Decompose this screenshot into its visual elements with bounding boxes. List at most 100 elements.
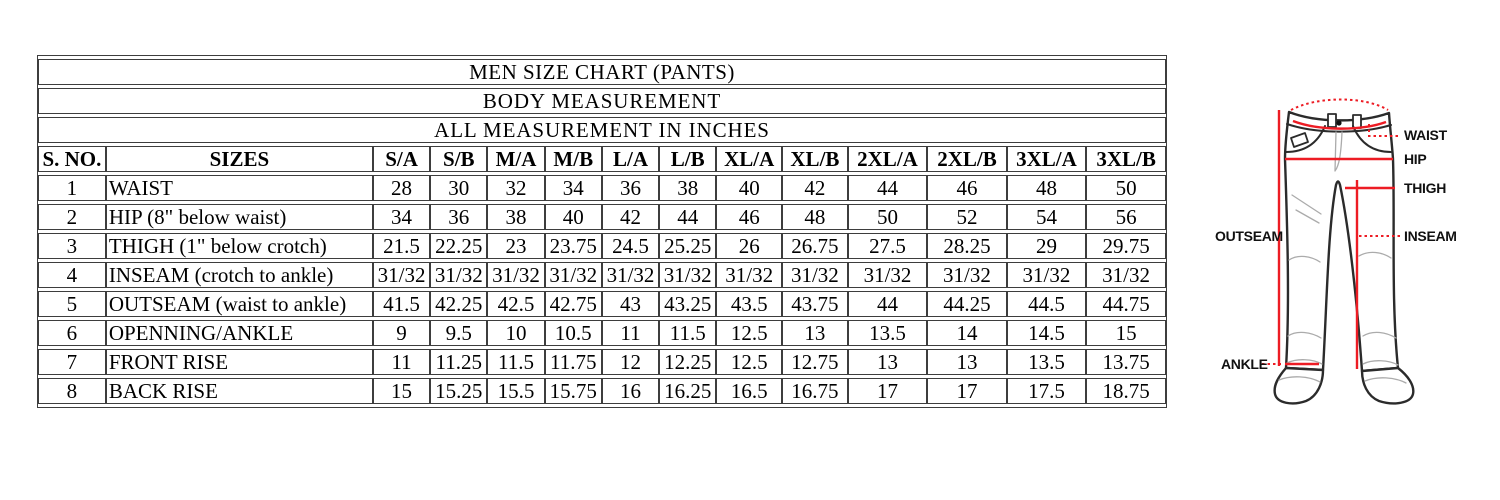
size-value-cell: 31/32 [782,262,848,288]
size-value-cell: 31/32 [927,262,1007,288]
size-value-cell: 17 [927,378,1007,404]
column-header-3xl-a: 3XL/A [1006,146,1087,172]
size-value-cell: 24.5 [601,233,660,259]
size-value-cell: 54 [1006,204,1087,230]
size-value-cell: 15.75 [544,378,602,404]
size-value-cell: 34 [372,204,431,230]
measurement-row: 7 FRONT RISE 11 11.25 11.5 11.75 12 12.25 12.5 12… [38,349,1166,375]
row-number-cell: 4 [38,262,106,288]
size-value-cell: 31/32 [601,262,660,288]
ankle-cuff-lines [1286,359,1399,366]
size-value-cell: 12 [601,349,660,375]
size-value-cell: 36 [601,175,660,201]
size-value-cell: 21.5 [372,233,431,259]
size-value-cell: 10.5 [544,320,602,346]
size-value-cell: 56 [1086,204,1166,230]
measurement-row: 4 INSEAM (crotch to ankle) 31/32 31/32 31/32… [38,262,1166,288]
column-header-s-a: S/A [372,146,431,172]
belt-loop [1327,113,1337,128]
column-header-2xl-b: 2XL/B [927,146,1007,172]
row-number-cell: 2 [38,204,106,230]
column-header-3xl-b: 3XL/B [1086,146,1166,172]
size-value-cell: 22.25 [430,233,488,259]
size-chart-table: MEN SIZE CHART (PANTS) BODY MEASUREMENT … [37,55,1167,408]
size-value-cell: 31/32 [716,262,783,288]
row-number-cell: 1 [38,175,106,201]
size-value-cell: 31/32 [487,262,545,288]
column-header-l-a: L/A [601,146,660,172]
size-value-cell: 44 [659,204,717,230]
size-value-cell: 34 [544,175,602,201]
size-value-cell: 27.5 [847,233,928,259]
size-value-cell: 29 [1006,233,1087,259]
size-value-cell: 46 [716,204,783,230]
size-value-cell: 16.75 [782,378,848,404]
size-value-cell: 31/32 [1006,262,1087,288]
pants-outline [1283,110,1400,373]
size-value-cell: 42 [782,175,848,201]
size-value-cell: 43 [601,291,660,317]
size-value-cell: 44 [847,291,928,317]
size-value-cell: 44.25 [927,291,1007,317]
size-value-cell: 13.75 [1086,349,1166,375]
row-number-cell: 6 [38,320,106,346]
column-header-row: S. NO. SIZES S/A S/B M/A M/B L/A L/B XL/A XL/B 2XL… [38,146,1166,172]
column-header-s-no: S. NO. [38,146,106,172]
row-number-cell: 5 [38,291,106,317]
size-value-cell: 41.5 [372,291,431,317]
shoe-detail-lines [1278,376,1407,384]
size-value-cell: 23 [487,233,545,259]
size-value-cell: 29.75 [1086,233,1166,259]
size-value-cell: 9 [372,320,431,346]
size-value-cell: 15.5 [487,378,545,404]
size-value-cell: 42.25 [430,291,488,317]
size-value-cell: 14 [927,320,1007,346]
size-value-cell: 13 [927,349,1007,375]
thigh-label: THIGH [1404,180,1446,196]
belt-loop [1352,114,1362,129]
size-value-cell: 16 [601,378,660,404]
size-value-cell: 42.5 [487,291,545,317]
size-value-cell: 13 [847,349,928,375]
column-header-2xl-a: 2XL/A [847,146,928,172]
row-number-cell: 7 [38,349,106,375]
subtitle-all-measurement: ALL MEASUREMENT IN INCHES [38,117,1166,143]
subtitle-row: BODY MEASUREMENT [38,88,1166,114]
row-label-cell: BACK RISE [105,378,373,404]
size-value-cell: 44 [847,175,928,201]
size-value-cell: 43.75 [782,291,848,317]
size-value-cell: 31/32 [430,262,488,288]
size-value-cell: 50 [847,204,928,230]
page-title: MEN SIZE CHART (PANTS) [38,59,1166,85]
size-value-cell: 44.5 [1006,291,1087,317]
measurement-row: 6 OPENNING/ANKLE 9 9.5 10 10.5 11 11.5 12.5 13 13.… [38,320,1166,346]
size-value-cell: 31/32 [847,262,928,288]
inseam-label: INSEAM [1404,228,1457,244]
size-value-cell: 50 [1086,175,1166,201]
thigh-wrinkles [1291,194,1322,224]
size-value-cell: 48 [782,204,848,230]
size-value-cell: 38 [487,204,545,230]
size-value-cell: 13.5 [847,320,928,346]
size-value-cell: 42 [601,204,660,230]
size-value-cell: 12.5 [716,349,783,375]
hip-label: HIP [1404,151,1426,167]
title-row: MEN SIZE CHART (PANTS) [38,59,1166,85]
size-value-cell: 36 [430,204,488,230]
size-value-cell: 15 [372,378,431,404]
knee-wrinkles [1288,251,1392,263]
size-value-cell: 17 [847,378,928,404]
column-header-m-b: M/B [544,146,602,172]
size-value-cell: 14.5 [1006,320,1087,346]
size-value-cell: 11.25 [430,349,488,375]
size-value-cell: 43.25 [659,291,717,317]
waist-pointer-dotted [1368,124,1401,137]
measurement-row: 5 OUTSEAM (waist to ankle) 41.5 42.25 42.5 42… [38,291,1166,317]
measurement-row: 1 WAIST 28 30 32 34 36 38 40 42 44 46 48 50 [38,175,1166,201]
size-value-cell: 15 [1086,320,1166,346]
row-label-cell: WAIST [105,175,373,201]
waistband-seam [1286,123,1392,133]
size-value-cell: 11.75 [544,349,602,375]
size-value-cell: 11 [372,349,431,375]
